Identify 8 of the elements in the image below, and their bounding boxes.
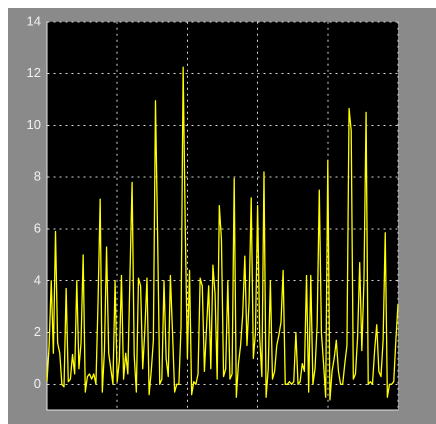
y-tick-label: 12 xyxy=(26,65,41,80)
y-tick-label: 6 xyxy=(34,220,41,236)
y-tick-label: 0 xyxy=(34,376,41,391)
y-tick-label: 8 xyxy=(34,168,41,184)
y-tick-label: 4 xyxy=(34,272,41,288)
y-tick-label: 2 xyxy=(34,324,41,340)
y-tick-label: 14 xyxy=(26,13,41,28)
y-tick-label: 10 xyxy=(26,116,41,132)
